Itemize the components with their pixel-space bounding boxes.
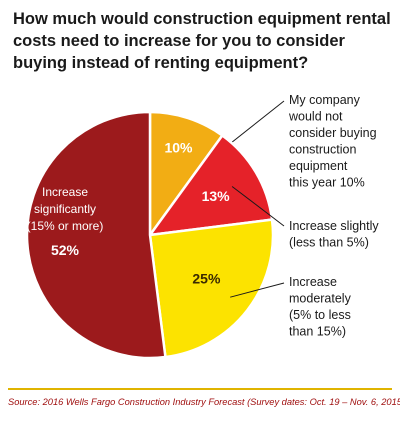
slice-label: (5% to less xyxy=(289,308,351,322)
slice-percent-label: 10% xyxy=(164,139,193,155)
pie-slice xyxy=(25,110,167,360)
slice-percent-label: 52% xyxy=(51,242,80,258)
slice-percent-label: 13% xyxy=(202,188,231,204)
slice-label: (less than 5%) xyxy=(289,236,369,250)
slice-label: consider buying xyxy=(289,126,377,140)
leader-line xyxy=(230,282,285,298)
slice-label: Increase xyxy=(42,185,88,199)
slice-label: significantly xyxy=(34,202,96,216)
chart-title: How much would construction equipment re… xyxy=(13,10,391,72)
slice-percent-label: 25% xyxy=(192,271,221,287)
pie-slice xyxy=(147,133,274,237)
slice-label: would not xyxy=(288,110,343,124)
slice-label: construction xyxy=(289,143,356,157)
slice-label: Increase slightly xyxy=(289,219,379,233)
slice-label: moderately xyxy=(289,292,352,306)
slice-label: equipment xyxy=(289,159,348,173)
pie-slice xyxy=(148,218,275,359)
slice-label: Increase xyxy=(289,275,337,289)
divider xyxy=(8,388,392,390)
leader-line xyxy=(231,186,285,227)
slice-label: My company xyxy=(289,93,361,107)
slice-label: (15% or more) xyxy=(27,219,104,233)
slice-label: this year 10% xyxy=(289,176,365,190)
source-note: Source: 2016 Wells Fargo Construction In… xyxy=(8,397,400,407)
slice-label: than 15%) xyxy=(289,325,346,339)
pie-slice xyxy=(148,110,225,239)
